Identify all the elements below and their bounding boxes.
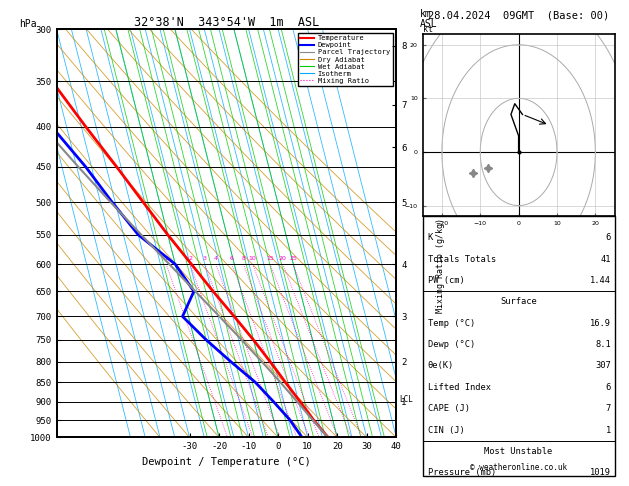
Text: Most Unstable: Most Unstable — [484, 447, 553, 456]
Text: 6: 6 — [606, 233, 611, 242]
Text: 1019: 1019 — [590, 469, 611, 477]
Text: 41: 41 — [600, 255, 611, 263]
Legend: Temperature, Dewpoint, Parcel Trajectory, Dry Adiabat, Wet Adiabat, Isotherm, Mi: Temperature, Dewpoint, Parcel Trajectory… — [298, 33, 392, 87]
Text: Dewp (°C): Dewp (°C) — [428, 340, 475, 349]
Text: θe(K): θe(K) — [428, 362, 454, 370]
Text: 6: 6 — [606, 383, 611, 392]
Text: 6: 6 — [230, 256, 233, 261]
Text: 4: 4 — [214, 256, 218, 261]
Text: 16.9: 16.9 — [590, 319, 611, 328]
Text: 7: 7 — [606, 404, 611, 413]
Text: 1: 1 — [164, 256, 168, 261]
Text: 3: 3 — [203, 256, 207, 261]
Text: Lifted Index: Lifted Index — [428, 383, 491, 392]
Text: K: K — [428, 233, 433, 242]
Text: CIN (J): CIN (J) — [428, 426, 464, 434]
Text: hPa: hPa — [19, 19, 37, 29]
Text: Temp (°C): Temp (°C) — [428, 319, 475, 328]
Text: CAPE (J): CAPE (J) — [428, 404, 470, 413]
Text: PW (cm): PW (cm) — [428, 276, 464, 285]
Text: LCL: LCL — [399, 395, 413, 404]
Text: Surface: Surface — [500, 297, 537, 306]
Text: 8: 8 — [242, 256, 245, 261]
Text: 307: 307 — [595, 362, 611, 370]
Text: kt: kt — [423, 25, 433, 34]
Text: 15: 15 — [266, 256, 274, 261]
Text: 28.04.2024  09GMT  (Base: 00): 28.04.2024 09GMT (Base: 00) — [428, 11, 610, 21]
Text: © weatheronline.co.uk: © weatheronline.co.uk — [470, 463, 567, 472]
Text: Totals Totals: Totals Totals — [428, 255, 496, 263]
Text: 10: 10 — [249, 256, 257, 261]
Text: 8.1: 8.1 — [595, 340, 611, 349]
X-axis label: Dewpoint / Temperature (°C): Dewpoint / Temperature (°C) — [142, 457, 311, 467]
Text: 1: 1 — [606, 426, 611, 434]
Text: Pressure (mb): Pressure (mb) — [428, 469, 496, 477]
Title: 32°38'N  343°54'W  1m  ASL: 32°38'N 343°54'W 1m ASL — [134, 16, 319, 29]
Text: 1.44: 1.44 — [590, 276, 611, 285]
Text: 25: 25 — [289, 256, 297, 261]
Text: 20: 20 — [279, 256, 287, 261]
Text: 2: 2 — [188, 256, 192, 261]
Text: km
ASL: km ASL — [420, 9, 438, 29]
Text: Mixing Ratio (g/kg): Mixing Ratio (g/kg) — [436, 218, 445, 313]
